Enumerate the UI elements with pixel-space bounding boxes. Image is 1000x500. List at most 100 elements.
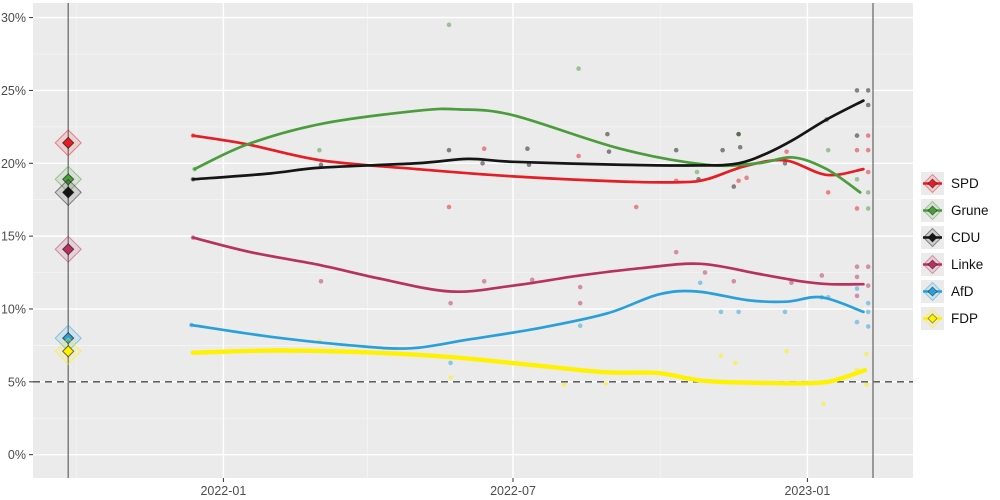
poll-dot (318, 278, 324, 284)
poll-dot (577, 300, 583, 306)
poll-dot (744, 175, 749, 181)
legend-key-cdu-diamond-icon (921, 226, 944, 249)
trend-line-afd (190, 289, 865, 350)
poll-dot (673, 249, 679, 255)
poll-dot (854, 264, 860, 270)
trend-line-cdu (191, 99, 865, 181)
legend-glyph-svg (922, 308, 943, 329)
poll-dot (446, 22, 452, 28)
poll-dot (736, 309, 741, 315)
poll-dot (736, 131, 741, 137)
poll-dot (673, 147, 679, 153)
poll-dot (865, 147, 871, 153)
poll-dot (481, 146, 487, 152)
poll-dot (865, 283, 871, 288)
poll-dot (782, 160, 788, 166)
poll-dot (317, 147, 322, 153)
diamond-icon (61, 186, 75, 199)
legend-label: Linke (951, 257, 984, 272)
poll-dot (865, 264, 871, 270)
poll-dot (577, 284, 583, 290)
poll-dot (865, 206, 871, 211)
poll-dot (576, 153, 581, 159)
x-tick-label: 2022-01 (200, 484, 246, 498)
poll-dot (318, 162, 324, 168)
legend: SPD Grune CDU Linke AfD FDP (921, 170, 989, 332)
poll-dot (720, 147, 725, 153)
poll-dot (854, 293, 860, 299)
poll-dot (448, 300, 453, 306)
poll-dot (577, 323, 583, 329)
poll-dot (865, 88, 871, 93)
y-tick-label: 15% (1, 230, 26, 244)
y-tick-label: 10% (1, 302, 26, 316)
legend-key-spd-diamond-icon (921, 172, 944, 195)
y-tick-label: 25% (1, 84, 26, 98)
poll-dot (736, 178, 741, 184)
election-result-diamond-spd (54, 129, 82, 157)
legend-label: SPD (951, 176, 979, 191)
poll-dots-linke (190, 235, 871, 306)
poll-dot (446, 147, 452, 153)
poll-dot (606, 149, 612, 154)
poll-dot (854, 133, 860, 138)
x-tick-label: 2022-07 (490, 484, 536, 498)
poll-dot (448, 375, 453, 380)
poll-dot (825, 190, 831, 195)
legend-item-linke: Linke (921, 251, 989, 278)
trend-line-linke (191, 236, 865, 294)
poll-dot (865, 102, 871, 108)
trend-line-fdp (190, 348, 868, 386)
legend-label: CDU (951, 230, 981, 245)
poll-dot (864, 351, 869, 357)
poll-dot (854, 319, 860, 325)
poll-dot (529, 277, 535, 283)
poll-dot (854, 274, 860, 280)
legend-glyph-svg (922, 200, 943, 221)
poll-dot (865, 324, 871, 329)
poll-dot (737, 144, 743, 150)
poll-dot (789, 280, 794, 286)
poll-dot (525, 146, 530, 152)
poll-dot (865, 133, 871, 138)
poll-dot (576, 66, 581, 71)
y-tick-label: 0% (8, 448, 26, 462)
legend-item-spd: SPD (921, 170, 989, 197)
trend-line-spd (191, 134, 865, 184)
poll-dot (784, 149, 789, 154)
legend-key-linke-diamond-icon (921, 253, 944, 276)
legend-glyph-svg (922, 254, 943, 275)
poll-dot (446, 204, 452, 210)
poll-dot (784, 348, 789, 354)
legend-item-afd: AfD (921, 278, 989, 305)
election-result-diamond-cdu (54, 178, 82, 207)
poll-dot (854, 286, 860, 291)
legend-label: AfD (951, 284, 974, 299)
poll-dot (854, 177, 860, 182)
election-result-diamond-linke (54, 235, 82, 263)
legend-glyph-svg (922, 173, 943, 194)
legend-key-afd-diamond-icon (921, 280, 944, 303)
plot-panel (33, 3, 913, 478)
poll-dot (733, 360, 738, 366)
poll-dot (603, 380, 609, 386)
y-tick-label: 30% (1, 11, 26, 25)
poll-dot (702, 270, 708, 275)
x-tick-label: 2023-01 (784, 484, 830, 498)
poll-dot (821, 401, 826, 406)
poll-dot (480, 160, 485, 166)
legend-item-fdp: FDP (921, 305, 989, 332)
poll-dot (731, 278, 737, 284)
poll-dot (865, 309, 871, 315)
legend-key-fdp-diamond-icon (921, 307, 944, 330)
poll-dot (633, 204, 639, 210)
diamond-icon (61, 243, 75, 256)
legend-item-grune: Grune (921, 197, 989, 224)
poll-dot (694, 169, 700, 175)
election-result-diamond-fdp (54, 337, 82, 365)
poll-dot (605, 131, 610, 137)
y-tick-label: 5% (8, 375, 26, 389)
poll-dot (864, 382, 869, 388)
diamond-icon (61, 136, 75, 150)
poll-dot (854, 206, 860, 211)
